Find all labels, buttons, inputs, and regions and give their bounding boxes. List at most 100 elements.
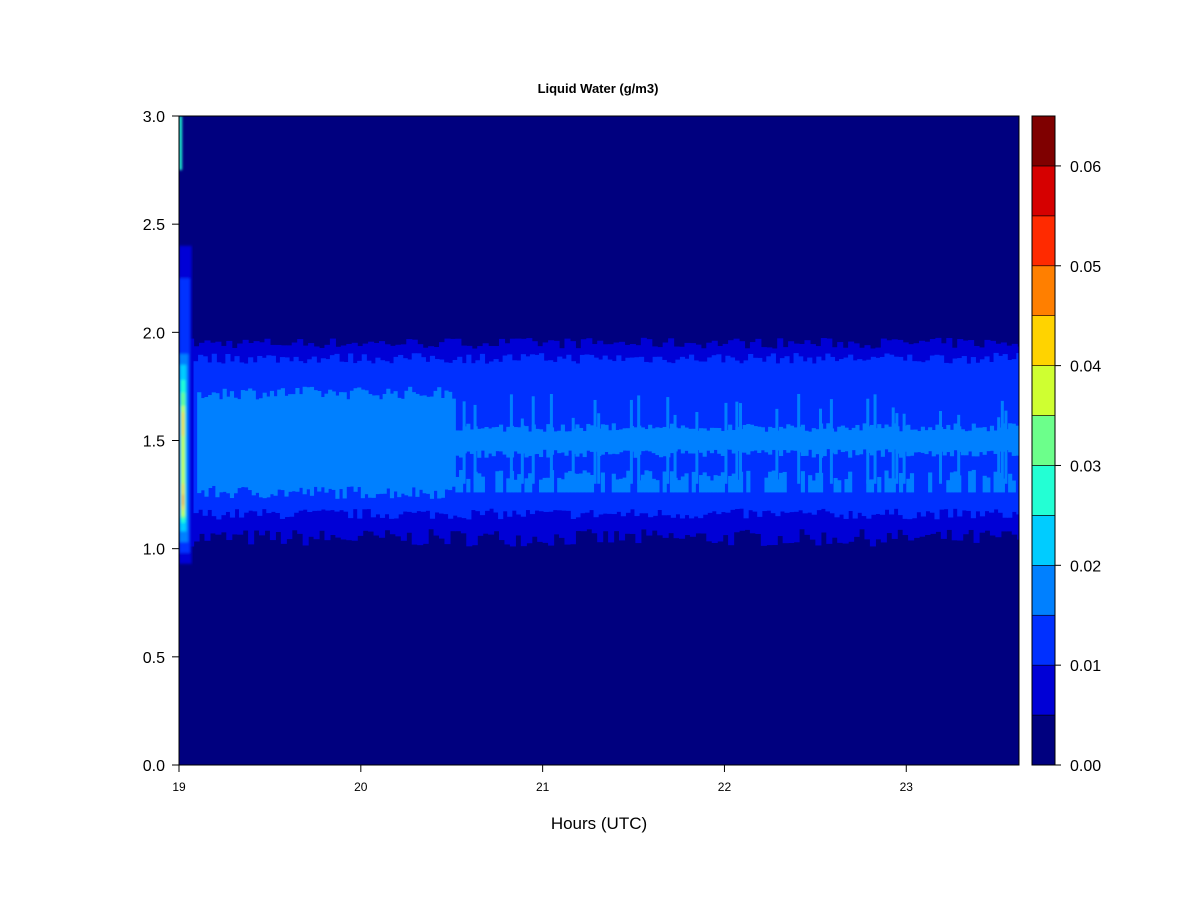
heatmap-level-3-segment	[669, 423, 675, 454]
heatmap-level-3-segment	[837, 426, 842, 450]
heatmap-level-3-segment	[891, 478, 896, 493]
heatmap-level-3-segment	[477, 473, 482, 493]
heatmap-level-3-segment	[1019, 427, 1023, 453]
heatmap-level-3-segment	[709, 480, 715, 493]
heatmap-level-3-segment	[691, 428, 696, 454]
heatmap-level-3-segment	[902, 413, 906, 484]
heatmap-level-3-segment	[877, 424, 882, 451]
heatmap-level-3-segment	[513, 479, 518, 493]
heatmap-level-3-segment	[459, 470, 464, 493]
heatmap-level-3-segment	[920, 426, 925, 453]
heatmap-level-3-segment	[709, 427, 715, 454]
colorbar-swatch	[1031, 565, 1056, 616]
heatmap-level-3-segment	[415, 393, 420, 497]
heatmap-level-3-segment	[884, 424, 889, 450]
heatmap-level-3-segment	[826, 423, 831, 450]
heatmap-level-3-segment	[873, 394, 877, 484]
heatmap-level-3-segment	[397, 397, 402, 498]
heatmap-level-3-segment	[429, 396, 435, 499]
heatmap-level-3-segment	[539, 429, 544, 458]
heatmap-level-3-segment	[684, 473, 689, 493]
heatmap-level-3-segment	[248, 388, 253, 491]
heatmap-level-3-segment	[971, 469, 976, 493]
y-axis: 0.0 0.5 1.0 1.5 2.0 2.5 3.0	[143, 109, 179, 775]
heatmap-level-3-segment	[579, 427, 584, 454]
colorbar-tick-label: 0.06	[1070, 159, 1101, 176]
heatmap-level-3-segment	[448, 391, 453, 491]
heatmap-level-3-segment	[760, 427, 765, 451]
heatmap-level-3-segment	[855, 424, 860, 456]
x-axis: 19 20 21 22 23	[172, 765, 913, 794]
x-tick-label: 21	[536, 780, 550, 794]
heatmap-level-3-segment	[309, 386, 315, 496]
heatmap-level-3-segment	[240, 390, 245, 488]
heatmap-level-3-segment	[575, 424, 580, 457]
heatmap-level-3-segment	[808, 431, 813, 450]
heatmap-level-3-segment	[989, 425, 995, 451]
heatmap-level-3-segment	[386, 388, 391, 489]
heatmap-level-3-segment	[342, 392, 347, 499]
heatmap-level-3-segment	[993, 430, 998, 454]
heatmap-level-3-segment	[244, 390, 249, 488]
heatmap-level-3-segment	[771, 470, 776, 493]
colorbar-swatch	[1031, 614, 1056, 666]
colorbar-swatch	[1031, 664, 1056, 716]
heatmap-level-3-segment	[455, 476, 460, 493]
heatmap-level-3-segment	[357, 387, 362, 488]
heatmap-level-3-segment	[615, 430, 620, 455]
heatmap-level-3-segment	[964, 431, 969, 456]
colorbar-border	[1031, 115, 1056, 766]
heatmap-level-3-segment	[331, 391, 336, 490]
heatmap-level-3-segment	[844, 427, 849, 452]
heatmap-level-3-segment	[197, 392, 202, 494]
heatmap-level-3-segment	[575, 473, 580, 493]
heatmap-level-3-segment	[888, 426, 893, 453]
heatmap-level-3-segment	[702, 428, 707, 457]
heatmap-level-3-segment	[615, 479, 620, 493]
heatmap-level-3-segment	[313, 390, 318, 487]
heatmap-level-3-segment	[371, 395, 376, 498]
chart-title: Liquid Water (g/m3)	[538, 81, 659, 96]
colorbar-swatch	[1031, 515, 1056, 566]
heatmap-level-3-segment	[677, 480, 682, 493]
heatmap-level-3-segment	[928, 427, 933, 452]
heatmap-level-3-segment	[669, 471, 675, 493]
heatmap-level-3-segment	[222, 388, 227, 492]
heatmap-level-3-segment	[840, 425, 845, 453]
heatmap-level-3-segment	[909, 473, 915, 493]
heatmap-level-3-segment	[742, 424, 747, 453]
heatmap-level-3-segment	[491, 427, 496, 457]
heatmap-level-3-segment	[259, 398, 264, 498]
heatmap-level-3-segment	[1000, 400, 1004, 484]
heatmap-level-3-segment	[589, 475, 595, 493]
heatmap-level-3-segment	[986, 477, 991, 493]
heatmap-level-3-segment	[640, 474, 645, 493]
heatmap-level-3-segment	[746, 424, 751, 455]
heatmap-level-3-segment	[375, 395, 380, 495]
heatmap-level-3-segment	[717, 475, 722, 493]
heatmap-level-3-segment	[906, 424, 911, 457]
heatmap-level-3-segment	[459, 430, 464, 458]
heatmap-level-3-segment	[1000, 478, 1005, 493]
heatmap-level-3-segment	[1008, 473, 1013, 493]
heatmap-level-3-segment	[662, 426, 667, 457]
y-tick-label: 0.5	[143, 650, 165, 667]
heatmap-level-3-segment	[611, 423, 616, 454]
heatmap-level-3-segment	[768, 426, 773, 455]
y-tick-label: 0.0	[143, 758, 165, 775]
heatmap-level-3-segment	[528, 473, 533, 493]
heatmap-level-3-segment	[935, 424, 940, 455]
heatmap-level-2-segment	[193, 361, 199, 514]
heatmap-level-3-segment	[517, 427, 522, 454]
heatmap-level-3-segment	[368, 394, 373, 498]
heatmap-level-3-segment	[557, 477, 562, 493]
heatmap-level-3-segment	[793, 427, 798, 451]
heatmap-level-3-segment	[473, 404, 477, 484]
heatmap-level-3-segment	[975, 427, 980, 457]
heatmap-level-3-segment	[706, 430, 711, 451]
heatmap-level-3-segment	[233, 397, 238, 494]
heatmap-level-3-segment	[517, 474, 522, 493]
heatmap-level-3-segment	[495, 471, 500, 493]
colorbar-swatch	[1031, 115, 1056, 167]
heatmap-level-3-segment	[946, 424, 951, 453]
